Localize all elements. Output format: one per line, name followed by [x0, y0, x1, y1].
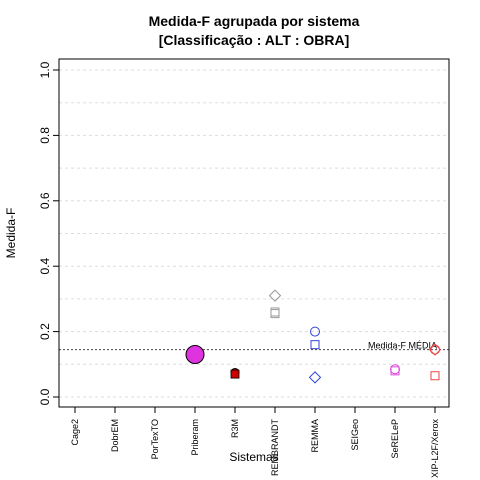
- data-point: [428, 343, 442, 356]
- x-tick-label: DobrEM: [110, 419, 120, 452]
- x-tick-label: Cage2: [70, 419, 80, 446]
- x-tick-label: XIP-L2F/Xerox: [430, 419, 440, 479]
- x-tick-label: R3M: [230, 419, 240, 438]
- data-point: [390, 364, 400, 375]
- data-point: [310, 340, 320, 350]
- data-point: [270, 309, 280, 319]
- x-tick-label: Priberam: [190, 419, 200, 456]
- data-point: [268, 289, 282, 302]
- data-point: [230, 369, 240, 379]
- x-tick-label: REMBRANDT: [270, 419, 280, 477]
- chart-title-line2: [Classificação : ALT : OBRA]: [159, 32, 350, 48]
- data-point: [308, 371, 322, 384]
- data-point: [185, 344, 205, 364]
- y-tick-label: 0.6: [38, 192, 52, 209]
- x-tick-label: PorTexTO: [150, 419, 160, 459]
- y-tick-label: 0.8: [38, 127, 52, 144]
- y-tick-label: 0.4: [38, 258, 52, 275]
- y-axis-label: Medida-F: [4, 208, 18, 259]
- chart-title-line1: Medida-F agrupada por sistema: [149, 13, 360, 29]
- y-axis: 0.0 0.2 0.4 0.6 0.8 1.0: [38, 61, 59, 405]
- mean-line-layer: Medida-F MÉDIA: [59, 341, 449, 351]
- x-tick-label: REMMA: [310, 419, 320, 453]
- y-tick-label: 1.0: [38, 61, 52, 78]
- x-axis: Cage2 DobrEM PorTexTO Priberam R3M REMBRANDT R…: [70, 407, 440, 478]
- data-point: [310, 326, 320, 337]
- data-point: [430, 344, 440, 355]
- y-tick-label: 0.0: [38, 388, 52, 405]
- plot-frame: [58, 58, 450, 408]
- mean-line-label: Medida-F MÉDIA: [368, 341, 437, 351]
- x-axis-label: Sistemas: [229, 450, 278, 464]
- grid-layer: [59, 69, 449, 398]
- data-point: [430, 371, 440, 381]
- y-tick-label: 0.2: [38, 323, 52, 340]
- data-point: [390, 366, 400, 376]
- points-layer: [185, 289, 442, 384]
- x-tick-label: SEIGeo: [350, 419, 360, 451]
- x-tick-label: SeRELeP: [390, 419, 400, 459]
